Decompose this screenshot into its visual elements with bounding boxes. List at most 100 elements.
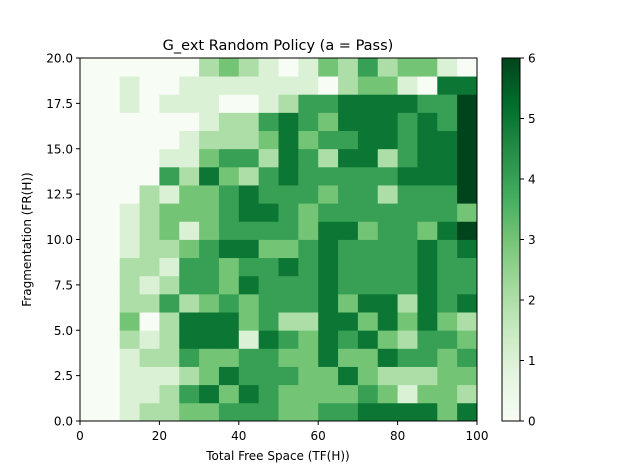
heatmap-cell: [318, 312, 339, 331]
heatmap-cell: [318, 330, 339, 349]
heatmap-cell: [298, 221, 319, 240]
heatmap-cell: [437, 166, 458, 186]
heatmap-cell: [298, 166, 319, 186]
heatmap-cell: [99, 402, 121, 422]
heatmap-cell: [258, 402, 279, 422]
heatmap-cell: [397, 330, 418, 349]
heatmap-cell: [417, 348, 438, 367]
heatmap-cell: [139, 348, 160, 367]
heatmap-cell: [258, 76, 279, 95]
heatmap-cell: [258, 384, 279, 404]
heatmap-cell: [298, 312, 319, 331]
heatmap-cell: [99, 330, 121, 349]
heatmap-cell: [80, 275, 101, 295]
heatmap-cell: [417, 166, 438, 186]
heatmap-cell: [278, 275, 299, 295]
heatmap-cell: [298, 203, 319, 222]
heatmap-cell: [199, 94, 220, 113]
heatmap-cell: [417, 94, 438, 113]
heatmap-cell: [218, 76, 240, 95]
heatmap-cell: [238, 130, 260, 150]
heatmap-cell: [159, 185, 180, 204]
heatmap-cell: [199, 366, 220, 386]
heatmap-cell: [218, 366, 240, 386]
heatmap-cell: [179, 166, 200, 186]
heatmap-cell: [318, 76, 339, 95]
heatmap-cell: [338, 402, 359, 422]
heatmap-cell: [357, 112, 379, 131]
heatmap-cell: [338, 148, 359, 168]
x-axis-label: Total Free Space (TF(H)): [205, 449, 349, 463]
heatmap-cell: [318, 366, 339, 386]
heatmap-cell: [397, 293, 418, 313]
heatmap-cell: [159, 312, 180, 331]
heatmap-cell: [437, 112, 458, 131]
heatmap-cell: [357, 384, 379, 404]
heatmap-cell: [119, 58, 140, 77]
heatmap-cell: [298, 293, 319, 313]
heatmap-cell: [338, 239, 359, 259]
heatmap-cell: [357, 239, 379, 259]
heatmap-cell: [357, 275, 379, 295]
heatmap-cell: [338, 94, 359, 113]
heatmap-cell: [258, 275, 279, 295]
heatmap-cell: [298, 130, 319, 150]
heatmap-cell: [139, 312, 160, 331]
heatmap-cell: [457, 148, 478, 168]
heatmap-cell: [437, 148, 458, 168]
heatmap-cell: [258, 148, 279, 168]
heatmap-cell: [318, 384, 339, 404]
heatmap-cell: [179, 148, 200, 168]
heatmap-cell: [218, 130, 240, 150]
heatmap-cell: [417, 130, 438, 150]
heatmap-cell: [159, 384, 180, 404]
heatmap-cell: [357, 366, 379, 386]
heatmap-cell: [397, 130, 418, 150]
heatmap-cell: [139, 148, 160, 168]
heatmap-cell: [278, 130, 299, 150]
heatmap-cell: [159, 257, 180, 277]
heatmap-cell: [80, 203, 101, 222]
heatmap-cell: [99, 293, 121, 313]
heatmap-cell: [159, 58, 180, 77]
y-axis-ticks: 0.0 2.5 5.0 7.5 10.0 12.5 15.0 17.5 20.0: [46, 52, 80, 429]
heatmap-cell: [318, 148, 339, 168]
y-tick-label: 2.5: [54, 369, 73, 383]
heatmap-cell: [139, 203, 160, 222]
heatmap-cell: [80, 312, 101, 331]
heatmap-cell: [218, 148, 240, 168]
heatmap-cell: [119, 384, 140, 404]
heatmap-cell: [437, 239, 458, 259]
heatmap-cell: [119, 312, 140, 331]
colorbar: [501, 57, 521, 422]
heatmap-cell: [397, 203, 418, 222]
heatmap-cell: [417, 239, 438, 259]
heatmap-cell: [179, 221, 200, 240]
heatmap-cell: [199, 275, 220, 295]
heatmap-cell: [457, 58, 478, 77]
heatmap-cell: [278, 402, 299, 422]
heatmap-cell: [218, 58, 240, 77]
heatmap-cell: [377, 257, 398, 277]
heatmap-cell: [397, 402, 418, 422]
y-axis-label: Fragmentation (FR(H)): [20, 172, 34, 306]
heatmap-cell: [278, 112, 299, 131]
heatmap-cell: [199, 148, 220, 168]
heatmap-cell: [298, 239, 319, 259]
heatmap-cell: [199, 402, 220, 422]
heatmap-cell: [218, 221, 240, 240]
heatmap-cell: [238, 257, 260, 277]
heatmap-cell: [199, 384, 220, 404]
heatmap-cell: [179, 366, 200, 386]
heatmap-cell: [199, 330, 220, 349]
heatmap-cell: [218, 257, 240, 277]
heatmap-cell: [218, 293, 240, 313]
heatmap-cell: [238, 112, 260, 131]
heatmap-cell: [417, 221, 438, 240]
heatmap-cell: [278, 348, 299, 367]
heatmap-cell: [397, 112, 418, 131]
heatmap-cell: [298, 76, 319, 95]
heatmap-cell: [437, 384, 458, 404]
heatmap-cell: [179, 275, 200, 295]
heatmap-cell: [139, 402, 160, 422]
